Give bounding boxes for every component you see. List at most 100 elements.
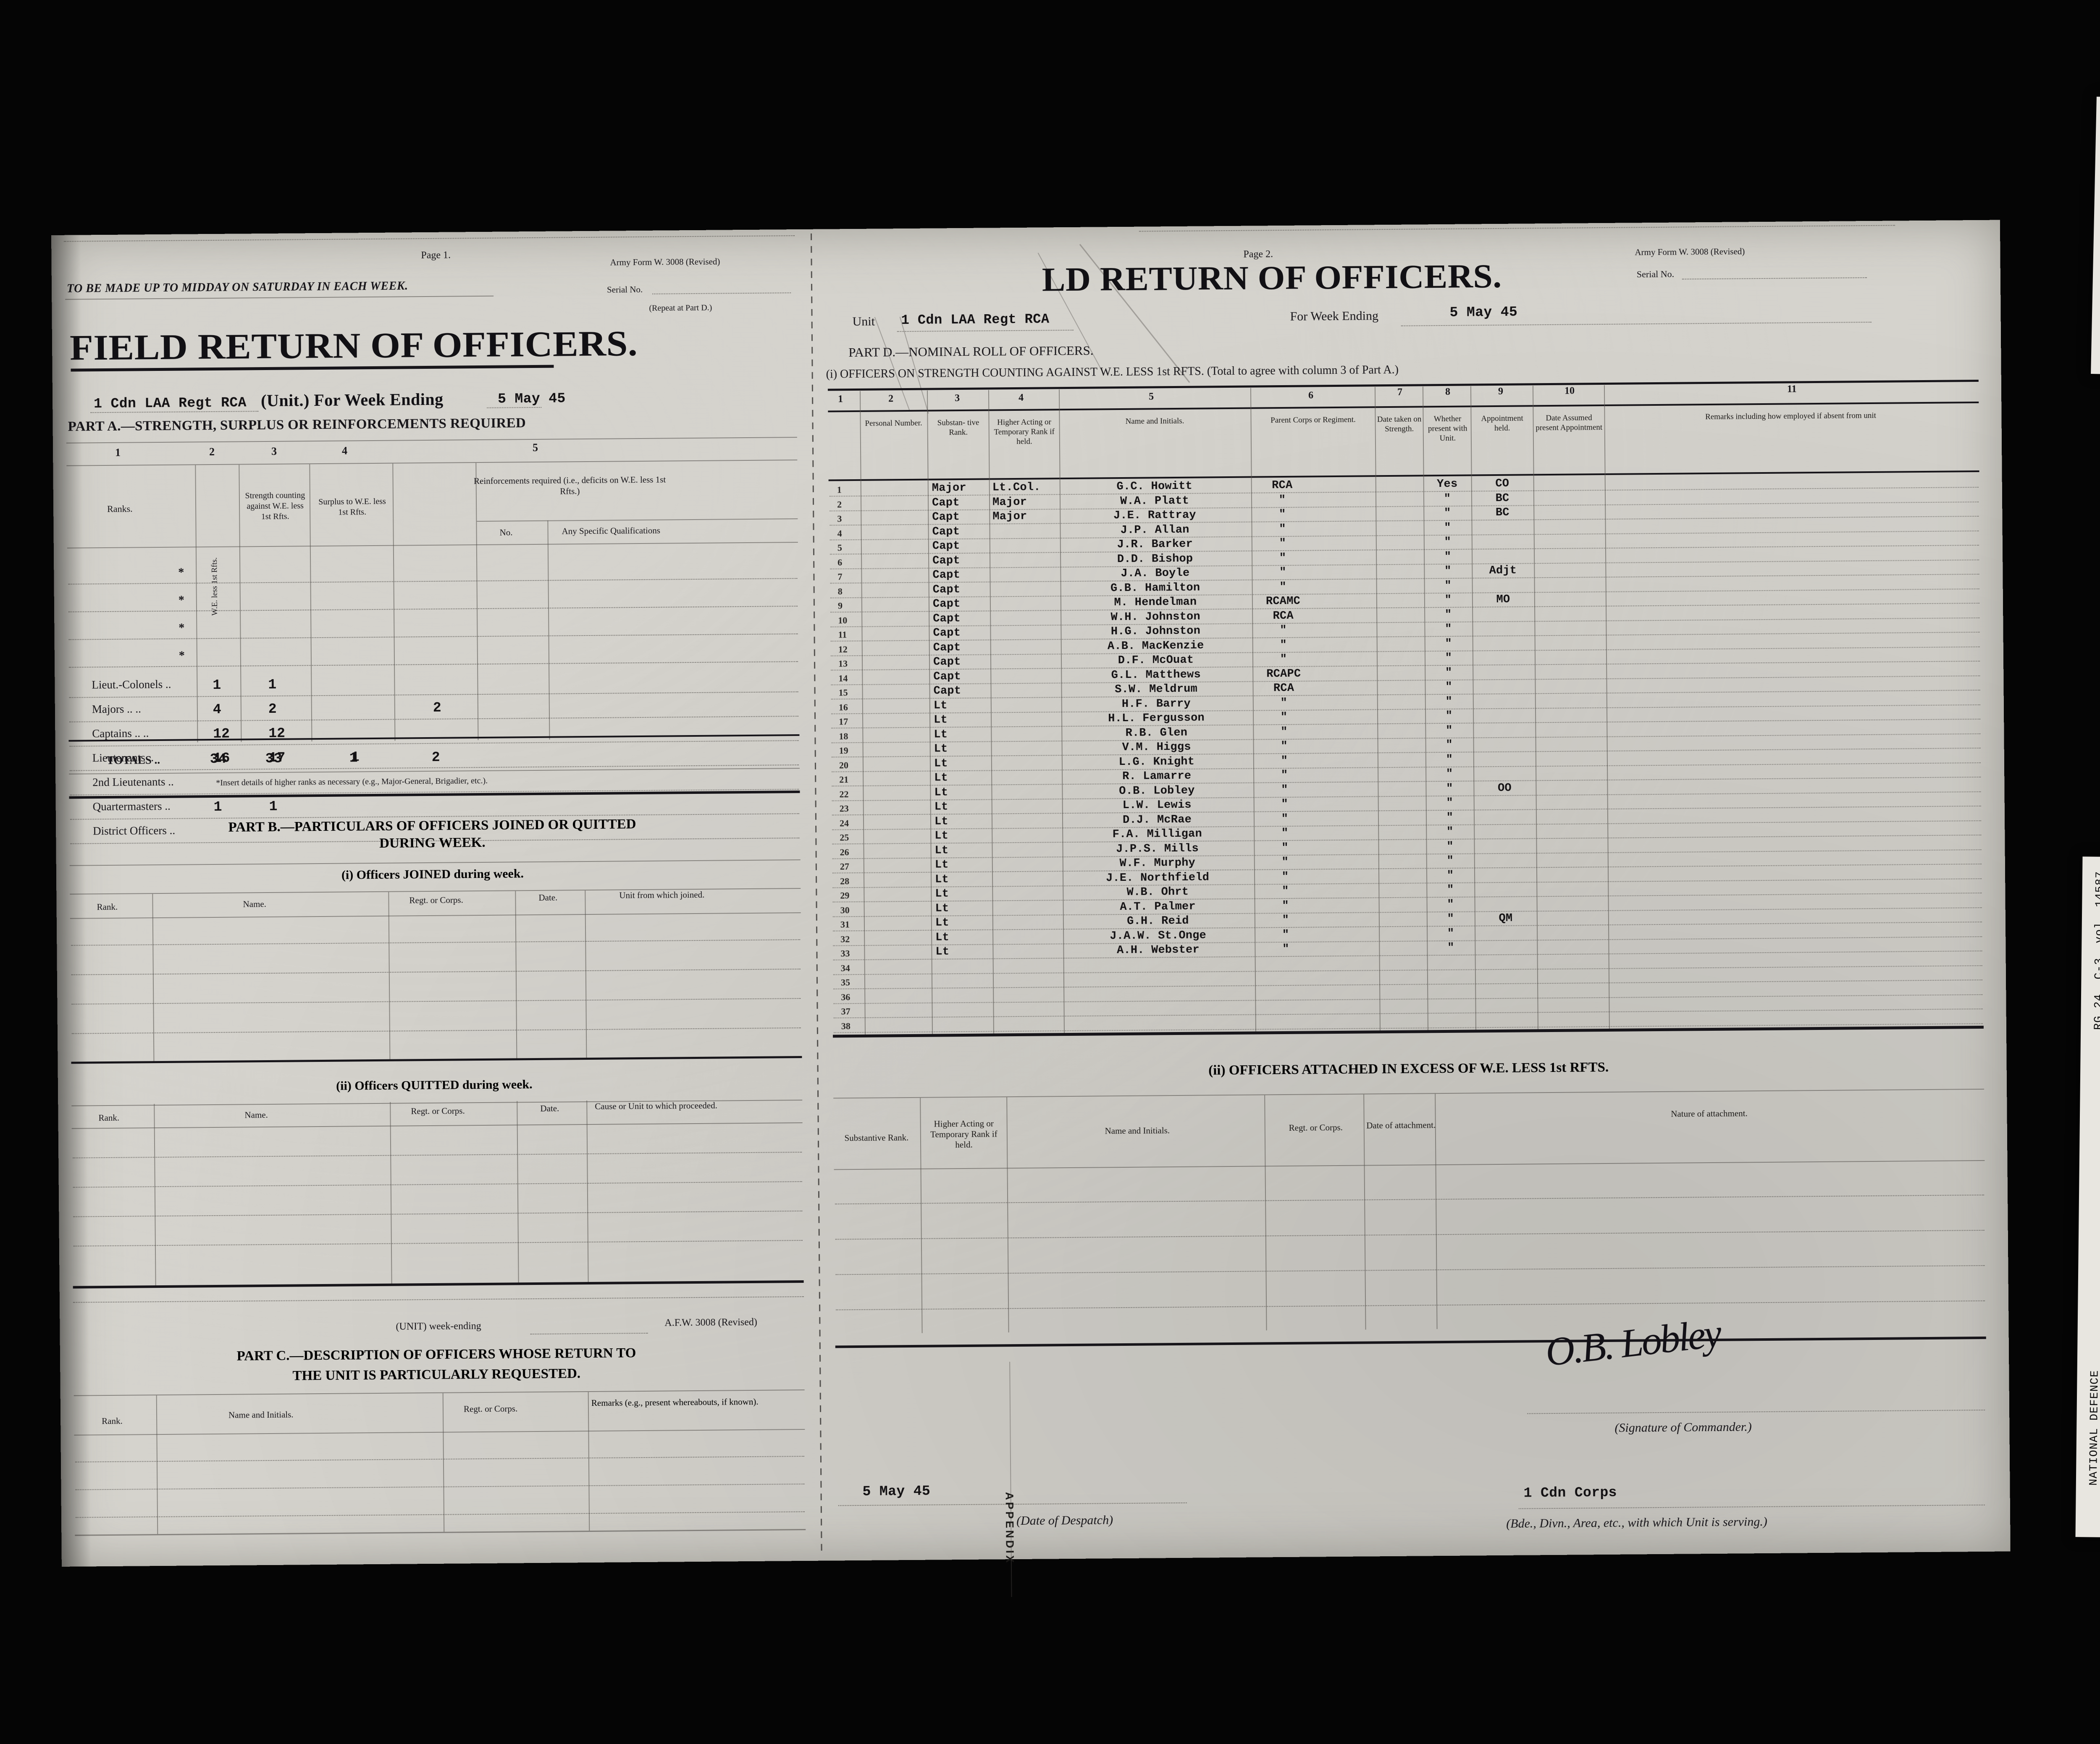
roll-parent-corps: RCA xyxy=(1273,609,1294,622)
roll-officer-name: A.H. Webster xyxy=(1116,943,1200,957)
despatch-date[interactable]: 5 May 45 xyxy=(862,1483,931,1500)
roll-substantive-rank: Capt xyxy=(932,511,960,524)
part-a-totals-we: 34 xyxy=(210,751,227,767)
roll-parent-corps: " xyxy=(1279,566,1286,579)
formation-value[interactable]: 1 Cdn Corps xyxy=(1523,1484,1617,1501)
signature-caption: (Signature of Commander.) xyxy=(1614,1420,1752,1435)
roll-row-number: 30 xyxy=(840,904,850,915)
roll-officer-name: J.P.S. Mills xyxy=(1116,842,1199,856)
roll-row-number: 7 xyxy=(837,571,843,582)
roll-officer-name: J.A. Boyle xyxy=(1121,567,1190,580)
page1-page-label: Page 1. xyxy=(421,250,451,261)
roll-substantive-rank: Capt xyxy=(932,583,961,596)
part-a-title: PART A.—STRENGTH, SURPLUS OR REINFORCEME… xyxy=(68,415,526,434)
roll-substantive-rank: Lt xyxy=(934,714,948,727)
roll-parent-corps: RCA xyxy=(1272,479,1293,492)
roll-col-header: Higher Acting or Temporary Rank if held. xyxy=(994,418,1055,447)
section-ii-header: Date of attachment. xyxy=(1366,1120,1436,1131)
roll-parent-corps: " xyxy=(1278,494,1286,507)
part-c-header-regt: Regt. or Corps. xyxy=(463,1403,518,1414)
roll-row-number: 37 xyxy=(841,1006,850,1017)
roll-present-with-unit: " xyxy=(1444,507,1451,520)
archival-rg-line: RG 24, C-3, vol. 14587 xyxy=(2092,871,2100,1030)
part-c-title-line2: THE UNIT IS PARTICULARLY REQUESTED. xyxy=(292,1366,581,1384)
roll-row-number: 36 xyxy=(841,991,850,1002)
part-b-ii-title: (ii) Officers QUITTED during week. xyxy=(336,1077,533,1093)
roll-column-numbers: 1 2 3 4 5 6 7 8 9 10 11 xyxy=(820,220,2000,404)
roll-col-header: Date taken on Strength. xyxy=(1377,415,1422,434)
roll-present-with-unit: " xyxy=(1444,550,1452,563)
roll-present-with-unit: " xyxy=(1444,536,1452,549)
part-a-no-value: 2 xyxy=(433,700,441,716)
roll-parent-corps: " xyxy=(1282,943,1289,956)
roll-officer-name: O.B. Lobley xyxy=(1119,784,1195,798)
page2-week-value[interactable]: 5 May 45 xyxy=(1449,304,1518,320)
roll-row-number: 6 xyxy=(837,557,843,567)
roll-officer-name: D.F. McOuat xyxy=(1118,654,1194,667)
page1-week-ending-value[interactable]: 5 May 45 xyxy=(497,391,566,407)
roll-row-number: 34 xyxy=(840,962,850,973)
part-a-header-quals: Any Specific Qualifications xyxy=(562,525,661,536)
part-a-col-4: 4 xyxy=(341,444,348,457)
roll-present-with-unit: " xyxy=(1446,782,1453,795)
roll-substantive-rank: Lt xyxy=(934,859,949,872)
roll-officer-name: J.A.W. St.Onge xyxy=(1110,929,1207,943)
roll-row-number: 14 xyxy=(838,672,848,683)
roll-parent-corps: " xyxy=(1280,653,1287,666)
roll-parent-corps: " xyxy=(1279,523,1286,536)
part-a-star-row: * xyxy=(178,594,184,607)
roll-present-with-unit: " xyxy=(1444,565,1452,578)
part-a-rank-label: Lieut.-Colonels .. xyxy=(92,678,171,691)
roll-present-with-unit: " xyxy=(1447,883,1454,896)
roll-row-number: 5 xyxy=(837,542,842,553)
page1-unit-value[interactable]: 1 Cdn LAA Regt RCA xyxy=(94,395,247,412)
roll-officer-name: H.L. Fergusson xyxy=(1108,712,1205,725)
roll-col-header: Parent Corps or Regiment. xyxy=(1270,415,1356,425)
roll-row-number: 24 xyxy=(839,817,849,828)
roll-higher-rank: Major xyxy=(992,510,1027,523)
part-a-strength-value: 1 xyxy=(268,677,277,693)
part-b-ii-header-rank: Rank. xyxy=(98,1112,120,1123)
part-b-i-header-regt: Regt. or Corps. xyxy=(409,895,463,906)
part-a-col-5: 5 xyxy=(532,441,538,454)
roll-parent-corps: " xyxy=(1281,754,1288,767)
part-a-star-row: * xyxy=(178,649,185,662)
roll-officer-name: J.E. Rattray xyxy=(1113,509,1196,523)
roll-parent-corps: " xyxy=(1281,827,1289,840)
page2-unit-value[interactable]: 1 Cdn LAA Regt RCA xyxy=(901,311,1050,328)
roll-present-with-unit: " xyxy=(1446,811,1454,824)
roll-substantive-rank: Capt xyxy=(933,627,961,640)
roll-substantive-rank: Lt xyxy=(934,873,949,886)
page2-title: LD RETURN OF OFFICERS. xyxy=(1042,257,1502,299)
roll-officer-name: J.E. Northfield xyxy=(1105,871,1210,885)
roll-officer-name: W.H. Johnston xyxy=(1110,610,1200,624)
roll-row-number: 25 xyxy=(840,832,849,843)
roll-substantive-rank: Lt xyxy=(934,801,948,814)
roll-higher-rank: Major xyxy=(992,496,1027,509)
section-ii-header: Nature of attachment. xyxy=(1671,1108,1748,1119)
roll-present-with-unit: " xyxy=(1445,695,1453,708)
section-ii-header: Name and Initials. xyxy=(1105,1125,1170,1136)
page2-form-code: Army Form W. 3008 (Revised) xyxy=(1635,246,1745,257)
roll-row-number: 26 xyxy=(840,846,849,857)
roll-substantive-rank: Lt xyxy=(935,902,949,915)
unit-weekending-line: (UNIT) week-ending xyxy=(396,1321,481,1332)
roll-row-number: 23 xyxy=(839,803,849,814)
roll-substantive-rank: Lt xyxy=(934,786,948,799)
roll-present-with-unit: " xyxy=(1447,941,1454,954)
part-b-i-header-name: Name. xyxy=(243,899,267,909)
roll-substantive-rank: Lt xyxy=(934,772,948,785)
part-a-totals-surplus: 1 xyxy=(349,750,358,766)
roll-present-with-unit: " xyxy=(1446,825,1454,838)
roll-substantive-rank: Capt xyxy=(932,554,960,567)
roll-substantive-rank: Capt xyxy=(932,496,960,510)
roll-appointment-held: BC xyxy=(1495,506,1509,520)
page2-serial-label: Serial No. xyxy=(1636,268,1675,280)
roll-officer-name: H.F. Barry xyxy=(1121,697,1191,711)
roll-parent-corps: " xyxy=(1281,783,1288,796)
roll-row-number: 27 xyxy=(840,861,849,872)
roll-parent-corps: " xyxy=(1280,624,1287,637)
roll-present-with-unit: " xyxy=(1446,753,1453,766)
roll-parent-corps: " xyxy=(1279,552,1286,565)
